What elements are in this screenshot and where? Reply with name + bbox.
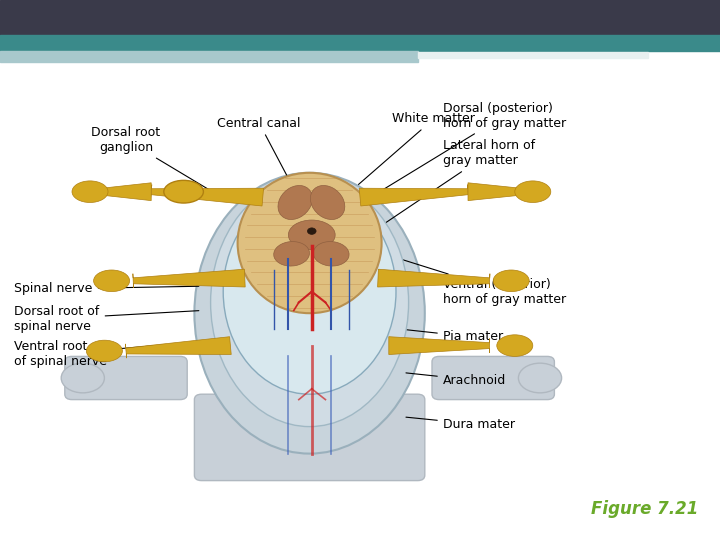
Ellipse shape (313, 241, 349, 266)
Bar (0, 35, 720, 51)
Ellipse shape (310, 186, 345, 219)
Ellipse shape (497, 335, 533, 356)
Text: White matter: White matter (359, 112, 475, 185)
Bar (0, 0, 720, 35)
Bar (418, 52, 648, 58)
Text: Spinal nerve: Spinal nerve (14, 282, 199, 295)
Polygon shape (389, 337, 490, 355)
Text: Ventral root
of spinal nerve: Ventral root of spinal nerve (14, 340, 184, 368)
Text: Central canal: Central canal (217, 117, 312, 224)
Polygon shape (150, 185, 264, 206)
FancyBboxPatch shape (65, 356, 187, 400)
Ellipse shape (274, 241, 310, 266)
Ellipse shape (238, 173, 382, 313)
Ellipse shape (211, 178, 409, 427)
Polygon shape (97, 183, 151, 200)
Ellipse shape (61, 363, 104, 393)
Ellipse shape (94, 270, 130, 292)
Polygon shape (359, 185, 469, 206)
Bar (0, 51, 418, 62)
Ellipse shape (194, 173, 425, 454)
Polygon shape (468, 183, 526, 200)
Polygon shape (133, 269, 246, 288)
Text: Arachnoid: Arachnoid (406, 373, 506, 387)
Text: Pia mater: Pia mater (406, 330, 503, 343)
FancyBboxPatch shape (432, 356, 554, 400)
Ellipse shape (86, 340, 122, 362)
Ellipse shape (223, 189, 396, 394)
Polygon shape (125, 337, 231, 358)
Text: Figure 7.21: Figure 7.21 (591, 501, 698, 518)
Ellipse shape (307, 228, 316, 234)
Text: Dorsal root of
spinal nerve: Dorsal root of spinal nerve (14, 305, 199, 333)
Ellipse shape (278, 186, 312, 219)
Text: Dura mater: Dura mater (406, 417, 515, 431)
Ellipse shape (163, 180, 204, 203)
Text: Ventral (anterior)
horn of gray matter: Ventral (anterior) horn of gray matter (395, 258, 566, 306)
Text: Dorsal root
ganglion: Dorsal root ganglion (91, 126, 210, 190)
Ellipse shape (288, 220, 335, 250)
Polygon shape (377, 269, 490, 288)
FancyBboxPatch shape (194, 394, 425, 481)
Ellipse shape (518, 363, 562, 393)
Text: Lateral horn of
gray matter: Lateral horn of gray matter (380, 139, 535, 226)
Ellipse shape (72, 181, 108, 202)
Ellipse shape (515, 181, 551, 202)
Ellipse shape (202, 410, 418, 475)
Ellipse shape (493, 270, 529, 292)
Text: Dorsal (posterior)
horn of gray matter: Dorsal (posterior) horn of gray matter (373, 102, 566, 195)
